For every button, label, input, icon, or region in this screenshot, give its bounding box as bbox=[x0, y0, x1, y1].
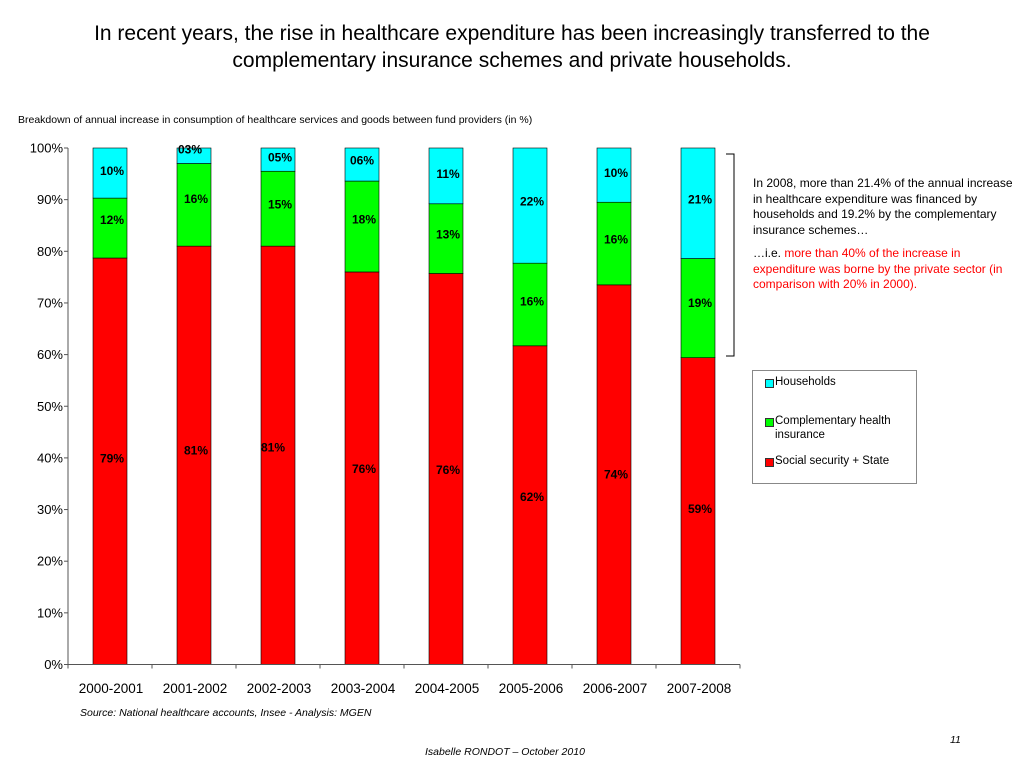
legend-label: Complementary health insurance bbox=[775, 415, 891, 441]
x-tick-label: 2006-2007 bbox=[583, 681, 648, 696]
annotation-text: In 2008, more than 21.4% of the annual i… bbox=[753, 176, 1015, 301]
data-label: 10% bbox=[100, 164, 124, 178]
bar-segment bbox=[92, 147, 128, 199]
data-label: 19% bbox=[688, 296, 712, 310]
data-label: 79% bbox=[100, 451, 124, 465]
x-axis: 2000-2001 2001-2002 2002-2003 2003-2004 2004… bbox=[67, 664, 741, 696]
bar-segment bbox=[176, 245, 212, 665]
annotation-prefix: …i.e. bbox=[753, 246, 785, 260]
y-tick-label: 100% bbox=[30, 141, 64, 156]
legend-swatch-social-security bbox=[765, 458, 774, 467]
bar-segment bbox=[176, 163, 212, 247]
bar-segment bbox=[428, 147, 464, 205]
data-label: 12% bbox=[100, 213, 124, 227]
bar-segment bbox=[344, 271, 380, 665]
x-tick-label: 2001-2002 bbox=[163, 681, 228, 696]
bar-segment bbox=[260, 147, 296, 172]
x-tick-label: 2002-2003 bbox=[247, 681, 312, 696]
y-tick-label: 10% bbox=[37, 605, 63, 620]
annotation-highlight: more than 40% of the increase in expendi… bbox=[753, 246, 1003, 291]
bar-segment bbox=[680, 357, 716, 665]
bar-segment bbox=[596, 147, 632, 203]
bar-segment bbox=[428, 203, 464, 274]
bar-segment bbox=[680, 147, 716, 259]
data-label: 59% bbox=[688, 502, 712, 516]
data-label: 16% bbox=[604, 233, 628, 247]
bar-segment bbox=[344, 180, 380, 273]
bar-segment bbox=[512, 147, 548, 264]
bar-segment bbox=[92, 197, 128, 259]
data-label: 76% bbox=[436, 463, 460, 477]
data-label: 05% bbox=[268, 151, 292, 165]
bar-segment bbox=[428, 273, 464, 665]
bars bbox=[92, 147, 716, 665]
data-label: 11% bbox=[436, 167, 460, 181]
bar-segment bbox=[512, 262, 548, 347]
legend-label: Households bbox=[775, 376, 836, 388]
legend-item-households: Households bbox=[765, 376, 913, 390]
y-tick-label: 20% bbox=[37, 554, 63, 569]
page-number: 11 bbox=[950, 734, 961, 746]
y-tick-label: 40% bbox=[37, 450, 63, 465]
chart-subtitle: Breakdown of annual increase in consumpt… bbox=[18, 114, 533, 126]
annotation-conclusion: …i.e. more than 40% of the increase in e… bbox=[753, 246, 1015, 293]
data-label: 81% bbox=[261, 440, 285, 454]
legend-swatch-households bbox=[765, 379, 774, 388]
legend-item-social-security: Social security + State bbox=[765, 455, 913, 469]
bar-segment bbox=[344, 147, 380, 182]
y-tick-label: 50% bbox=[37, 399, 63, 414]
y-tick-label: 90% bbox=[37, 192, 63, 207]
y-tick-label: 70% bbox=[37, 295, 63, 310]
author-footer: Isabelle RONDOT – October 2010 bbox=[425, 746, 585, 758]
y-tick-label: 80% bbox=[37, 244, 63, 259]
x-tick-label: 2003-2004 bbox=[331, 681, 396, 696]
data-label: 22% bbox=[520, 195, 544, 209]
x-tick-label: 2007-2008 bbox=[667, 681, 732, 696]
data-label: 74% bbox=[604, 468, 628, 482]
annotation-paragraph: In 2008, more than 21.4% of the annual i… bbox=[753, 176, 1013, 237]
slide-title: In recent years, the rise in healthcare … bbox=[94, 22, 930, 72]
data-label: 62% bbox=[520, 490, 544, 504]
data-label: 10% bbox=[604, 166, 628, 180]
y-tick-label: 30% bbox=[37, 502, 63, 517]
bar-segment bbox=[596, 201, 632, 286]
chart-legend: Households Complementary health insuranc… bbox=[752, 370, 917, 484]
bar-segment bbox=[512, 345, 548, 665]
x-tick-label: 2004-2005 bbox=[415, 681, 480, 696]
data-label: 03% bbox=[178, 143, 202, 157]
data-label: 81% bbox=[184, 443, 208, 457]
data-labels: 79% 12% 10% 81% 16% 03% 81% 15% 05% 76% 18% 06% 76% 1… bbox=[100, 143, 712, 516]
source-note: Source: National healthcare accounts, In… bbox=[80, 707, 372, 719]
y-axis: 0% 10% 20% 30% 40% 50% 60% 70% 80% 90% 100% bbox=[30, 141, 69, 672]
data-label: 16% bbox=[184, 192, 208, 206]
bar-segment bbox=[176, 147, 212, 164]
legend-label: Social security + State bbox=[775, 455, 890, 467]
x-tick-label: 2005-2006 bbox=[499, 681, 564, 696]
data-label: 76% bbox=[352, 462, 376, 476]
data-label: 06% bbox=[350, 154, 374, 168]
legend-swatch-complementary bbox=[765, 418, 774, 427]
x-tick-label: 2000-2001 bbox=[79, 681, 144, 696]
bar-segment bbox=[680, 258, 716, 358]
bar-segment bbox=[260, 245, 296, 665]
annotation-bracket bbox=[726, 153, 735, 357]
data-label: 15% bbox=[268, 198, 292, 212]
y-tick-label: 60% bbox=[37, 347, 63, 362]
y-tick-label: 0% bbox=[44, 657, 63, 672]
data-label: 18% bbox=[352, 213, 376, 227]
data-label: 16% bbox=[520, 294, 544, 308]
bar-segment bbox=[596, 284, 632, 665]
data-label: 21% bbox=[688, 192, 712, 206]
data-label: 13% bbox=[436, 228, 460, 242]
legend-item-complementary: Complementary health insurance bbox=[765, 415, 913, 442]
bar-segment bbox=[92, 257, 128, 665]
